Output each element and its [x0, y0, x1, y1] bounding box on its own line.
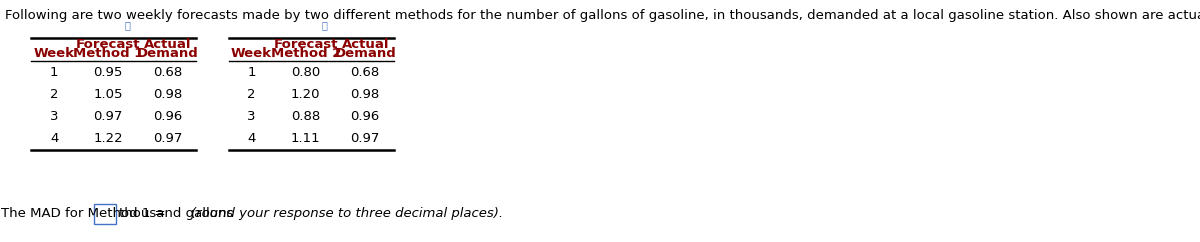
Text: (round your response to three decimal places).: (round your response to three decimal pl… — [191, 207, 503, 220]
Text: 3: 3 — [247, 110, 256, 123]
Text: 0.80: 0.80 — [292, 66, 320, 79]
Text: Demand: Demand — [335, 47, 396, 60]
Text: ⧉: ⧉ — [322, 20, 328, 30]
Text: 1: 1 — [247, 66, 256, 79]
Text: Actual: Actual — [144, 38, 192, 51]
Text: 1.11: 1.11 — [290, 131, 320, 144]
Text: 0.98: 0.98 — [350, 88, 380, 101]
Text: thousand gallons: thousand gallons — [119, 207, 238, 220]
Text: Forecast: Forecast — [76, 38, 140, 51]
Text: 1.20: 1.20 — [290, 88, 320, 101]
Text: 3: 3 — [50, 110, 59, 123]
Text: 0.68: 0.68 — [154, 66, 182, 79]
Text: 0.88: 0.88 — [292, 110, 320, 123]
Text: 2: 2 — [50, 88, 59, 101]
Text: 0.68: 0.68 — [350, 66, 380, 79]
Text: 4: 4 — [50, 131, 59, 144]
Text: Week: Week — [232, 47, 272, 60]
Text: Week: Week — [34, 47, 74, 60]
Text: 1: 1 — [50, 66, 59, 79]
Text: 0.97: 0.97 — [350, 131, 380, 144]
Text: 0.98: 0.98 — [154, 88, 182, 101]
Text: 2: 2 — [247, 88, 256, 101]
Text: Following are two weekly forecasts made by two different methods for the number : Following are two weekly forecasts made … — [5, 8, 1200, 22]
Text: 0.97: 0.97 — [94, 110, 122, 123]
Text: 0.96: 0.96 — [154, 110, 182, 123]
Text: ⧉: ⧉ — [125, 20, 130, 30]
Text: Forecast: Forecast — [274, 38, 338, 51]
Text: Method 2: Method 2 — [270, 47, 341, 60]
Text: 1.22: 1.22 — [94, 131, 124, 144]
Text: 1.05: 1.05 — [94, 88, 122, 101]
FancyBboxPatch shape — [94, 204, 115, 224]
Text: Demand: Demand — [137, 47, 199, 60]
Text: The MAD for Method 1 =: The MAD for Method 1 = — [1, 207, 170, 220]
Text: 0.95: 0.95 — [94, 66, 122, 79]
Text: 0.96: 0.96 — [350, 110, 380, 123]
Text: 0.97: 0.97 — [154, 131, 182, 144]
Text: 4: 4 — [247, 131, 256, 144]
Text: Actual: Actual — [342, 38, 389, 51]
Text: Method 1: Method 1 — [73, 47, 144, 60]
